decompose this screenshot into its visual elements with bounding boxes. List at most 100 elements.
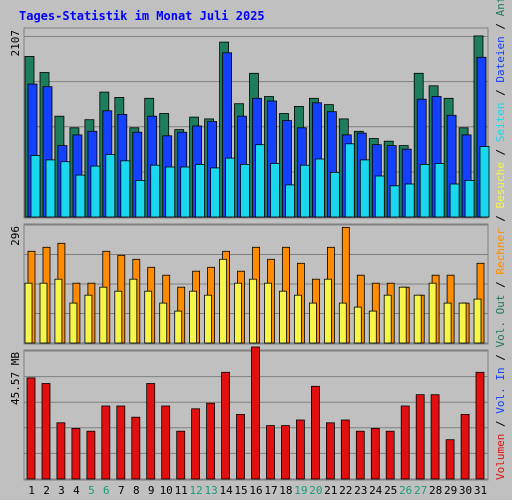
bar-volumen-day-4 [71, 427, 81, 480]
x-tick-label-31: 31 [474, 484, 487, 497]
bar-seiten-day-5 [90, 165, 101, 218]
x-tick-label-10: 10 [160, 484, 173, 497]
bar-besuche-day-9 [144, 290, 153, 344]
x-tick-label-22: 22 [339, 484, 352, 497]
legend-item-anfragen: Anfragen [494, 0, 507, 16]
bar-volumen-day-21 [325, 422, 335, 480]
panels-layer: 2107 296 45.57 MB [9, 27, 490, 481]
panel-visits: 296 [9, 223, 489, 345]
bar-volumen-day-24 [370, 427, 380, 480]
bar-seiten-day-1 [30, 154, 41, 218]
bar-seiten-day-10 [165, 166, 176, 218]
bar-volumen-day-30 [460, 413, 470, 480]
bar-volumen-day-19 [295, 419, 305, 480]
bar-besuche-day-7 [114, 290, 123, 344]
legend-text: Volumen / Vol. In / Vol. Out / Rechner /… [494, 0, 507, 480]
x-tick-label-11: 11 [175, 484, 188, 497]
bar-volumen-day-27 [415, 394, 425, 480]
bar-besuche-day-14 [219, 258, 228, 344]
x-tick-label-25: 25 [384, 484, 397, 497]
legend-separator: / [494, 16, 507, 36]
bar-seiten-day-28 [434, 163, 445, 218]
bar-besuche-day-8 [129, 278, 138, 344]
x-tick-label-15: 15 [234, 484, 247, 497]
bar-volumen-day-26 [400, 405, 410, 480]
bar-volumen-day-2 [41, 383, 51, 480]
y-max-label: 2107 [9, 30, 22, 57]
x-tick-label-13: 13 [204, 484, 217, 497]
bar-seiten-day-18 [285, 184, 295, 218]
bar-seiten-day-8 [135, 179, 146, 218]
bar-volumen-day-3 [56, 422, 66, 480]
legend-item-besuche: Besuche [494, 162, 507, 208]
x-tick-label-21: 21 [324, 484, 337, 497]
panel-frame [23, 27, 489, 219]
legend-item-dateien: Dateien [494, 36, 507, 82]
x-tick-label-29: 29 [444, 484, 457, 497]
x-tick-label-4: 4 [73, 484, 80, 497]
x-tick-label-7: 7 [118, 484, 125, 497]
bar-seiten-day-30 [464, 179, 475, 218]
bar-besuche-day-3 [54, 278, 63, 344]
bar-volumen-day-11 [176, 430, 186, 480]
x-tick-label-26: 26 [399, 484, 412, 497]
bar-besuche-day-31 [473, 298, 482, 344]
x-tick-label-18: 18 [279, 484, 292, 497]
y-max-label: 45.57 MB [9, 352, 22, 405]
bar-besuche-day-16 [249, 278, 257, 344]
bar-besuche-day-19 [293, 294, 302, 344]
x-tick-label-30: 30 [459, 484, 472, 497]
bar-volumen-day-7 [116, 405, 126, 480]
x-tick-label-12: 12 [189, 484, 202, 497]
bar-besuche-day-17 [264, 282, 272, 344]
bar-volumen-day-13 [206, 402, 216, 480]
bar-besuche-day-22 [338, 302, 347, 344]
bar-seiten-day-12 [195, 163, 206, 218]
bar-besuche-day-2 [39, 282, 48, 344]
bar-seiten-day-16 [255, 144, 265, 218]
x-tick-label-9: 9 [148, 484, 155, 497]
bar-besuche-day-5 [84, 294, 93, 344]
bar-volumen-day-17 [266, 425, 275, 480]
bar-seiten-day-25 [389, 185, 400, 218]
bar-seiten-day-29 [449, 183, 460, 218]
bar-besuche-day-25 [383, 294, 392, 344]
bar-besuche-day-24 [368, 310, 377, 344]
panel-volume: 45.57 MB [9, 346, 489, 481]
bar-volumen-day-8 [131, 416, 141, 480]
x-tick-label-17: 17 [264, 484, 277, 497]
bar-seiten-day-13 [210, 167, 221, 218]
panel-hits: 2107 [9, 27, 490, 219]
x-tick-label-20: 20 [309, 484, 322, 497]
bar-volumen-day-28 [430, 394, 440, 480]
legend-separator: / [494, 275, 507, 295]
x-tick-label-16: 16 [249, 484, 262, 497]
y-max-label: 296 [9, 226, 22, 246]
x-tick-label-6: 6 [103, 484, 110, 497]
bar-besuche-day-29 [443, 302, 452, 344]
bar-seiten-day-31 [479, 146, 490, 218]
bar-seiten-day-15 [240, 163, 250, 218]
chart-title: Tages-Statistik im Monat Juli 2025 [19, 9, 265, 23]
bar-besuche-day-28 [428, 282, 437, 344]
bar-seiten-day-7 [120, 160, 131, 218]
bar-volumen-day-6 [101, 405, 111, 480]
bar-seiten-day-17 [270, 163, 280, 218]
x-tick-labels: 1 2 3 4 5 6 7 8 9 10 11 12 13 14 15 16 17 18 19 20 21 22 23 24 2… [28, 484, 487, 497]
bar-seiten-day-21 [329, 171, 340, 218]
bar-besuche-day-30 [458, 302, 467, 344]
bar-volumen-day-23 [355, 430, 365, 480]
bar-seiten-day-4 [75, 174, 86, 218]
x-tick-label-1: 1 [28, 484, 35, 497]
bar-besuche-day-15 [234, 282, 242, 344]
bar-seiten-day-3 [60, 161, 71, 218]
bar-besuche-day-18 [279, 290, 287, 344]
x-tick-label-19: 19 [294, 484, 307, 497]
bar-besuche-day-1 [24, 282, 33, 344]
bar-besuche-day-6 [99, 286, 108, 344]
legend-item-volumen: Volumen [494, 434, 507, 480]
bar-volumen-day-15 [236, 413, 245, 480]
bar-besuche-day-26 [398, 286, 407, 344]
